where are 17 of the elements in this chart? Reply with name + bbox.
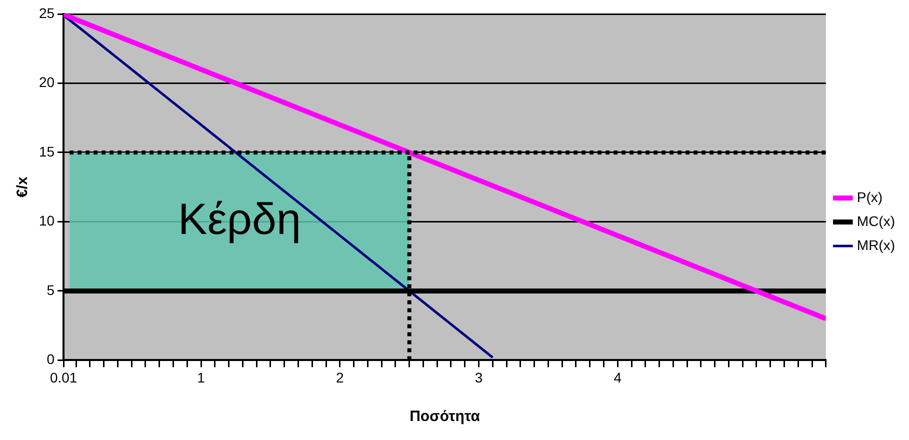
x-tick-label: 2 (336, 369, 344, 386)
y-tick-label: 0 (46, 351, 55, 368)
x-tick-label: 0.01 (50, 369, 78, 386)
x-tick-label: 3 (474, 369, 483, 386)
x-tick-label: 1 (197, 369, 206, 386)
x-axis-title: Ποσότητα (410, 408, 481, 426)
y-tick-label: 20 (38, 74, 55, 90)
y-tick-label: 10 (38, 212, 55, 229)
y-tick-label: 15 (38, 143, 55, 160)
legend-label: MR(x) (856, 236, 896, 253)
y-tick-label: 25 (38, 4, 55, 21)
legend-label: MC(x) (856, 212, 896, 229)
x-tick-label: 4 (614, 369, 622, 386)
band-label: Κέρδη (178, 194, 301, 244)
y-tick-label: 5 (46, 282, 55, 298)
legend-label: P(x) (856, 188, 883, 205)
y-axis-title: €/x (14, 176, 32, 198)
